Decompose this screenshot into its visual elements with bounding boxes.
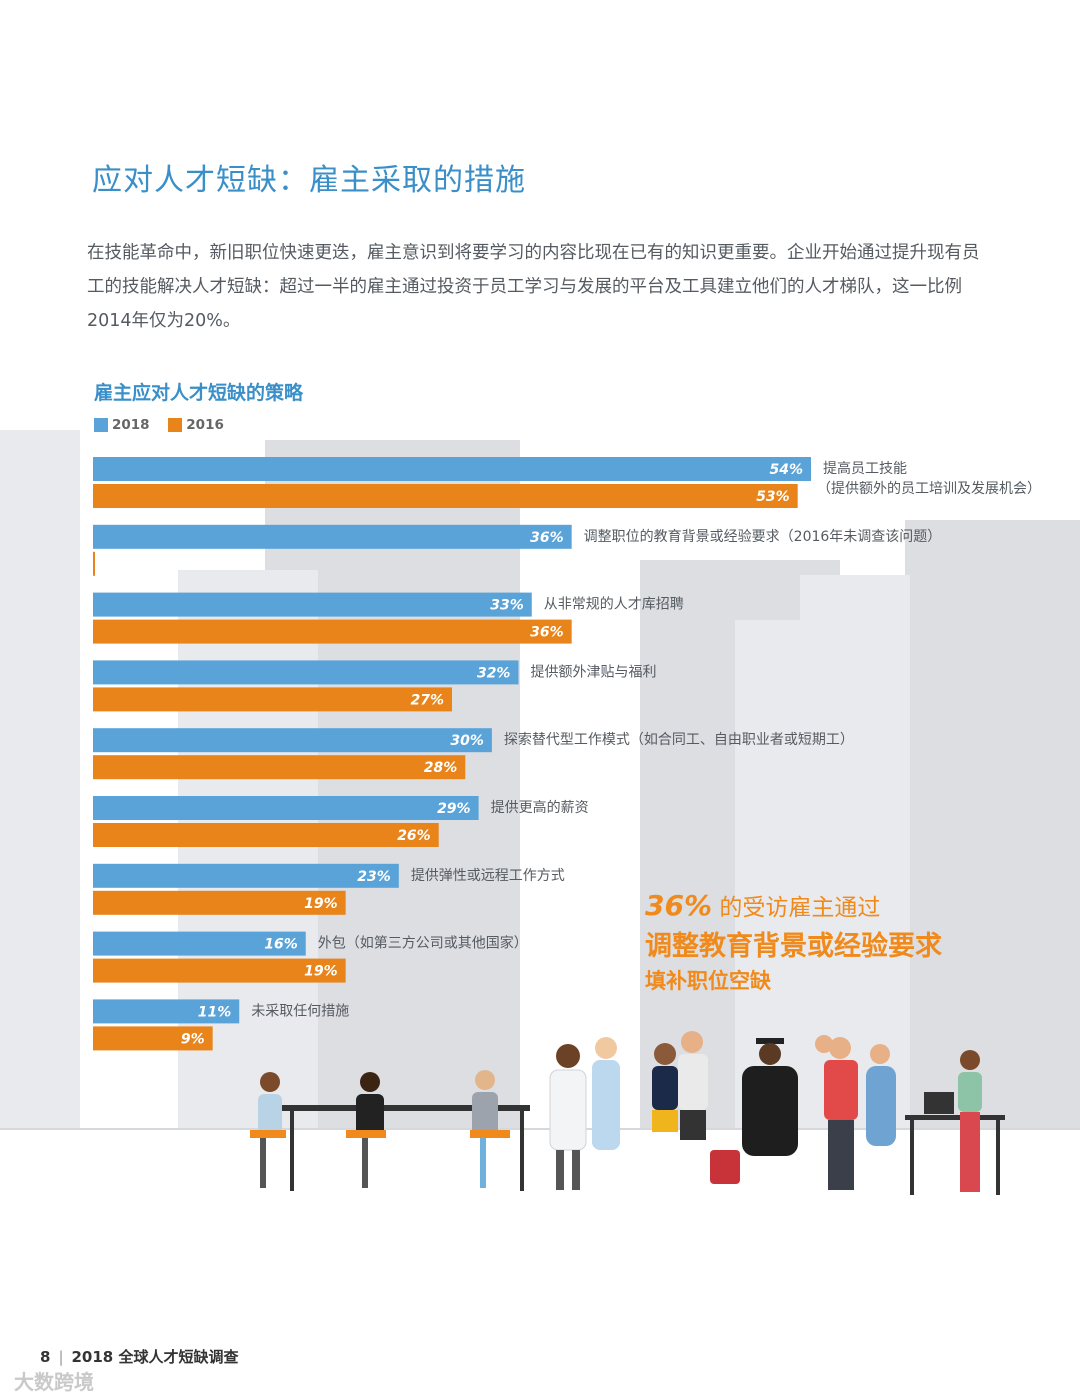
desk-worker bbox=[905, 1050, 1005, 1195]
legend-item-2016: 2016 bbox=[168, 417, 224, 433]
bar-label-2016-6: 19% bbox=[304, 896, 338, 912]
category-label-0-sub: （提供额外的员工培训及发展机会） bbox=[817, 481, 1041, 497]
legend-item-2018: 2018 bbox=[94, 417, 150, 433]
page-title: 应对人才短缺：雇主采取的措施 bbox=[92, 163, 526, 198]
page-number: 8 bbox=[40, 1348, 51, 1366]
bar-2016-6 bbox=[93, 890, 346, 915]
bar-2018-6 bbox=[93, 863, 399, 888]
category-label-1: 调整职位的教育背景或经验要求（2016年未调查该问题） bbox=[584, 529, 942, 545]
bar-label-2018-8: 11% bbox=[198, 1004, 232, 1020]
page-footer: 8 | 2018 全球人才短缺调查 bbox=[40, 1346, 238, 1367]
bar-2018-5 bbox=[93, 796, 479, 820]
chart-title: 雇主应对人才短缺的策略 bbox=[94, 382, 304, 404]
bar-label-2018-2: 33% bbox=[490, 598, 524, 614]
bar-2018-1 bbox=[93, 524, 572, 549]
bar-label-2018-0: 54% bbox=[769, 462, 803, 478]
bar-label-2016-7: 19% bbox=[304, 964, 338, 980]
worker-1 bbox=[250, 1072, 286, 1188]
floor-line bbox=[0, 1128, 1080, 1130]
bar-label-2016-3: 27% bbox=[410, 692, 444, 708]
bar-label-2018-6: 23% bbox=[357, 869, 391, 885]
callout-text1: 的受访雇主通过 bbox=[719, 895, 881, 921]
worker-2 bbox=[346, 1072, 386, 1188]
category-label-7: 外包（如第三方公司或其他国家） bbox=[318, 935, 528, 952]
bar-2016-8 bbox=[93, 1026, 213, 1051]
hiker bbox=[678, 1031, 708, 1140]
bar-chart: 54% 53% 提高员工技能 （提供额外的员工培训及发展机会） 36% 调整职位的教育背景… bbox=[93, 457, 1041, 1051]
bar-label-2016-5: 26% bbox=[397, 828, 431, 844]
bar-2016-7 bbox=[93, 958, 346, 983]
category-label-8: 未采取任何措施 bbox=[251, 1003, 349, 1019]
bar-label-2018-5: 29% bbox=[437, 801, 471, 817]
bar-2016-2 bbox=[93, 619, 572, 644]
bar-2016-1 bbox=[93, 551, 95, 576]
bar-2016-0 bbox=[93, 484, 798, 508]
footer-separator: | bbox=[58, 1348, 64, 1366]
graduate bbox=[742, 1038, 798, 1156]
callout-line2: 调整教育背景或经验要求 bbox=[645, 931, 942, 962]
bar-label-2018-1: 36% bbox=[530, 530, 564, 546]
bar-2016-4 bbox=[93, 755, 466, 780]
callout-percent: 36% bbox=[645, 889, 713, 922]
legend-swatch-2016 bbox=[168, 418, 183, 432]
bar-label-2016-0: 53% bbox=[756, 489, 790, 505]
intro-paragraph: 在技能革命中，新旧职位快速更迭，雇主意识到将要学习的内容比现在已有的知识更重要。… bbox=[87, 243, 980, 331]
category-label-0: 提高员工技能 bbox=[823, 460, 907, 477]
office-table bbox=[280, 1105, 530, 1191]
category-label-6: 提供弹性或远程工作方式 bbox=[411, 868, 565, 884]
bar-2018-4 bbox=[93, 728, 492, 753]
doctor bbox=[549, 1044, 587, 1190]
report-name: 2018 全球人才短缺调查 bbox=[71, 1348, 239, 1366]
worker-3 bbox=[470, 1070, 510, 1188]
bar-2018-3 bbox=[93, 660, 519, 685]
bar-2018-2 bbox=[93, 592, 532, 617]
legend-label-2018: 2018 bbox=[112, 417, 150, 433]
legend-label-2016: 2016 bbox=[186, 417, 224, 433]
category-label-4: 探索替代型工作模式（如合同工、自由职业者或短期工） bbox=[504, 731, 854, 748]
bar-2018-8 bbox=[93, 999, 240, 1024]
callout: 36% 的受访雇主通过 调整教育背景或经验要求 填补职位空缺 bbox=[645, 888, 942, 995]
chart-legend: 2018 2016 bbox=[94, 417, 238, 436]
father-child bbox=[815, 1035, 858, 1190]
bar-2018-7 bbox=[93, 931, 306, 956]
traveler bbox=[652, 1043, 740, 1184]
bar-label-2016-4: 28% bbox=[424, 760, 458, 776]
people-illustration bbox=[250, 1031, 1005, 1195]
bar-2016-5 bbox=[93, 823, 439, 847]
callout-line3: 填补职位空缺 bbox=[645, 969, 771, 993]
legend-swatch-2018 bbox=[94, 418, 108, 432]
bar-2018-0 bbox=[93, 457, 811, 481]
nurse bbox=[592, 1037, 620, 1150]
pregnant-woman bbox=[866, 1044, 896, 1146]
bar-label-2018-4: 30% bbox=[450, 733, 484, 749]
category-label-3: 提供额外津贴与福利 bbox=[530, 664, 656, 680]
bar-label-2016-8: 9% bbox=[181, 1031, 205, 1047]
callout-line1: 36% 的受访雇主通过 bbox=[645, 888, 942, 922]
bar-label-2018-7: 16% bbox=[264, 937, 298, 953]
category-label-2: 从非常规的人才库招聘 bbox=[544, 597, 684, 613]
category-label-5: 提供更高的薪资 bbox=[491, 799, 589, 816]
watermark: 大数跨境 bbox=[14, 1370, 94, 1394]
bar-label-2018-3: 32% bbox=[477, 665, 511, 681]
bar-2016-3 bbox=[93, 687, 452, 712]
bar-label-2016-2: 36% bbox=[530, 625, 564, 641]
